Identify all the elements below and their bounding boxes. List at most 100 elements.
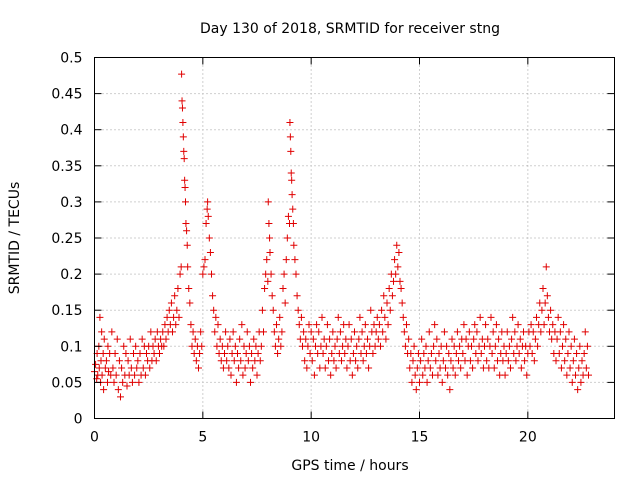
data-point [565,328,573,336]
data-point [171,292,179,300]
data-point [315,328,323,336]
data-point [258,306,266,314]
data-point [112,371,120,379]
data-point [471,321,479,329]
data-point [280,270,288,278]
data-point [409,357,417,365]
data-point [529,328,537,336]
data-point [146,364,154,372]
data-point [134,357,142,365]
data-point [244,357,252,365]
data-point [416,378,423,386]
data-point [455,357,462,365]
chart-title: Day 130 of 2018, SRMTID for receiver stn… [200,21,500,37]
data-point [540,321,548,329]
data-point [198,342,206,350]
data-point [124,357,132,365]
data-point [367,306,375,314]
data-point [203,205,211,213]
data-point [487,313,495,321]
y-tick-label: 0.5 [60,51,82,67]
data-point [221,350,228,358]
data-point [379,328,387,336]
data-point [564,350,572,358]
data-point [270,328,278,336]
data-point [397,285,405,293]
data-point [264,277,272,285]
data-point [274,350,282,358]
data-point [503,328,511,336]
data-point [196,350,204,358]
data-point [143,350,150,358]
data-point [569,357,577,365]
data-point [186,299,194,307]
data-point [172,321,180,329]
data-point [576,342,584,350]
data-point [492,321,500,329]
data-point [278,328,286,336]
data-point [117,393,124,401]
data-point [319,350,327,358]
data-point [388,292,396,300]
data-point [189,328,197,336]
data-point [574,386,582,394]
data-point [267,270,275,278]
data-point [263,256,271,264]
data-point [386,306,394,314]
data-point [509,313,517,321]
data-point [355,335,363,343]
data-point [210,306,218,314]
data-point [131,371,139,379]
data-point [294,306,302,314]
data-point [98,371,106,379]
data-point [156,350,163,358]
data-point [92,360,100,368]
data-point [440,328,448,336]
data-point [516,335,524,343]
data-point [541,299,549,307]
data-point [136,350,144,358]
data-point [351,328,358,336]
data-point [417,357,425,365]
data-point [396,277,404,285]
data-point [264,198,272,206]
data-point [176,270,184,278]
data-point [555,350,563,358]
data-point [277,342,285,350]
data-point [344,342,352,350]
data-point [183,241,191,249]
x-tick-label: 20 [519,430,537,446]
data-point [358,328,366,336]
data-point [553,335,561,343]
data-point [104,342,112,350]
data-point [391,256,399,264]
data-point [528,350,536,358]
data-point [178,104,186,112]
data-point [547,306,555,314]
data-point [223,357,231,365]
data-point [163,313,171,321]
data-point [401,342,409,350]
data-point [268,292,276,300]
data-point [373,313,381,321]
data-point [438,378,446,386]
data-point [570,335,578,343]
data-point [318,313,326,321]
data-point [181,176,189,184]
data-point [98,328,106,336]
data-point [236,335,244,343]
data-point [393,241,401,249]
data-point [222,328,230,336]
data-point [381,313,389,321]
data-point [152,357,160,365]
data-point [204,198,212,206]
data-point [269,306,277,314]
data-point [469,364,477,372]
data-point [559,342,566,350]
data-point [204,212,212,220]
data-point [96,313,104,321]
data-point [279,285,287,293]
data-point [412,386,420,394]
data-point [435,350,443,358]
data-point [177,263,185,271]
